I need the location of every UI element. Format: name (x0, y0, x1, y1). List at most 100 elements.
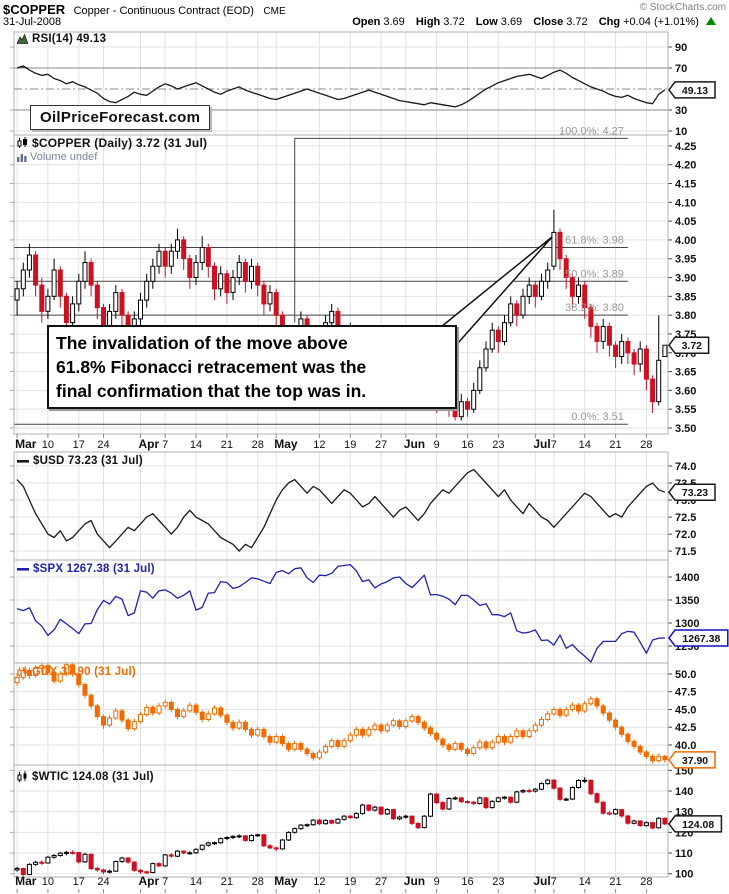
candle-body (273, 847, 279, 850)
candle-body (267, 292, 273, 305)
x-axis-day: 16 (461, 876, 473, 888)
candle-body (465, 748, 470, 755)
candle-body (218, 273, 224, 290)
exchange: CME (263, 6, 286, 17)
wtic-price-tag (668, 815, 723, 833)
annotation-line: final confirmation that the top was in. (56, 381, 367, 401)
candle-body (594, 325, 600, 342)
x-axis-day: 21 (609, 876, 621, 888)
usd-line (16, 468, 666, 552)
candle-body (625, 733, 631, 742)
candle-body (20, 868, 26, 875)
wtic-price-tag-text: 124.08 (682, 819, 714, 831)
candle-body (353, 728, 359, 736)
header-title-row: $COPPER Copper - Continuous Contract (EO… (3, 1, 726, 17)
candle-body (138, 869, 143, 873)
candle-body (465, 801, 470, 804)
candle-body (415, 716, 421, 723)
candle-body (656, 817, 662, 829)
candle-body (273, 736, 279, 743)
candle-body (557, 709, 563, 716)
y-axis-label: 3.85 (675, 291, 696, 303)
candle-body (390, 809, 396, 820)
candle-body (526, 284, 532, 297)
candle-body (378, 724, 384, 732)
candle-body (187, 258, 193, 279)
candle-body (113, 710, 119, 719)
spx-panel-border (13, 559, 669, 664)
candle-body (119, 710, 125, 721)
candle-body (569, 704, 575, 711)
candle-body (70, 664, 76, 675)
copper-price-tag (668, 336, 710, 354)
candle-body (236, 835, 242, 838)
candle-body (514, 791, 520, 803)
candle-body (205, 842, 211, 846)
usd-price-tag (668, 483, 716, 501)
candle-body (286, 831, 292, 841)
x-axis-day: 12 (313, 439, 325, 451)
candle-body (175, 239, 180, 252)
low-value: 3.69 (500, 16, 523, 28)
candle-body (625, 815, 631, 824)
candle-body (212, 707, 217, 715)
candle-body (631, 820, 637, 824)
candle-body (539, 280, 544, 297)
spx-price-tag (668, 629, 729, 647)
annotation-line: The invalidation of the move above (56, 333, 348, 353)
rsi-mountain-icon (17, 34, 28, 44)
usd-price-tag-text: 73.23 (682, 487, 708, 499)
y-axis-label: 1300 (675, 618, 699, 630)
candle-body (316, 751, 322, 759)
candle-body (119, 292, 125, 316)
candle-body (286, 743, 292, 750)
candle-body (310, 819, 316, 826)
x-axis-day: 23 (492, 876, 504, 888)
candle-body (576, 284, 581, 297)
rsi-line (16, 65, 666, 108)
candle-body (212, 842, 217, 845)
candle-body (162, 250, 168, 267)
candle-body (637, 348, 643, 365)
candle-body (520, 790, 526, 793)
x-axis-day: 9 (434, 439, 440, 451)
candle-body (45, 665, 51, 674)
x-axis-day: 16 (461, 439, 473, 451)
candle-body (421, 721, 427, 729)
candle-body (107, 717, 113, 726)
y-axis-label: 70 (675, 63, 687, 75)
candle-body (471, 389, 477, 410)
candle-body (150, 265, 156, 282)
rsi-price-tag (668, 81, 716, 99)
candle-body (489, 741, 495, 749)
candle-body (557, 787, 563, 800)
candle-body (218, 707, 224, 716)
candle-body (520, 295, 526, 316)
close-label: Close (533, 16, 564, 28)
candle-body (70, 303, 76, 324)
candle-body (415, 823, 421, 829)
candle-body (625, 341, 631, 354)
candle-body (551, 779, 557, 789)
header: $COPPER Copper - Continuous Contract (EO… (0, 0, 729, 30)
candle-body (526, 730, 532, 737)
candle-body (187, 852, 193, 855)
candle-body (483, 741, 489, 749)
y-axis-label: 3.95 (675, 254, 696, 266)
candle-body (502, 322, 507, 343)
candle-body (138, 299, 143, 320)
candle-body (51, 672, 57, 682)
candle-body (51, 269, 57, 297)
candle-body (279, 736, 285, 745)
candle-body (662, 755, 668, 761)
gdx-panel-border (13, 662, 669, 766)
candle-body (656, 755, 662, 762)
candle-body (384, 724, 390, 732)
candle-body (495, 736, 501, 743)
candle-body (477, 741, 483, 749)
usd-label: $USD 73.23 (31 Jul) (17, 455, 143, 467)
candle-body (119, 857, 125, 862)
symbol-description: Copper - Continuous Contract (EOD) (73, 5, 254, 17)
candle-body (452, 743, 458, 750)
